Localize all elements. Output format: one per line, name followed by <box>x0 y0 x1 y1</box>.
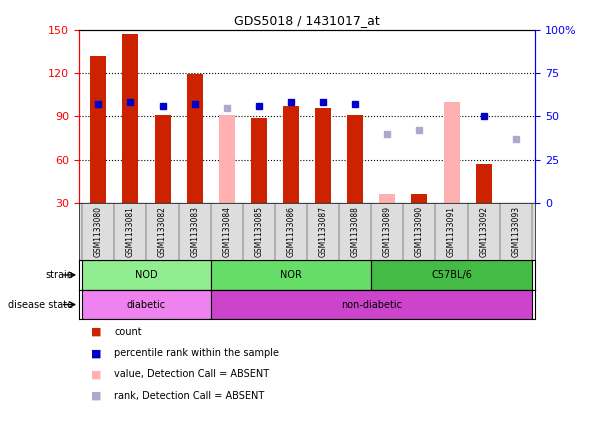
Text: rank, Detection Call = ABSENT: rank, Detection Call = ABSENT <box>114 390 264 401</box>
Text: GSM1133082: GSM1133082 <box>158 206 167 257</box>
Text: GSM1133080: GSM1133080 <box>94 206 103 257</box>
Bar <box>82 290 211 319</box>
Text: GSM1133084: GSM1133084 <box>223 206 231 257</box>
Text: C57BL/6: C57BL/6 <box>431 270 472 280</box>
Bar <box>475 164 492 203</box>
Text: ■: ■ <box>91 327 102 337</box>
Bar <box>90 55 106 203</box>
Bar <box>211 290 532 319</box>
Bar <box>412 195 427 203</box>
Text: non-diabetic: non-diabetic <box>340 299 402 310</box>
Bar <box>251 118 267 203</box>
Text: GSM1133093: GSM1133093 <box>511 206 520 257</box>
Text: NOD: NOD <box>135 270 158 280</box>
Text: ■: ■ <box>91 348 102 358</box>
Text: disease state: disease state <box>8 299 73 310</box>
Title: GDS5018 / 1431017_at: GDS5018 / 1431017_at <box>234 14 380 27</box>
Bar <box>211 260 371 290</box>
Bar <box>347 115 363 203</box>
Text: GSM1133081: GSM1133081 <box>126 206 135 257</box>
Text: GSM1133089: GSM1133089 <box>383 206 392 257</box>
Text: value, Detection Call = ABSENT: value, Detection Call = ABSENT <box>114 369 269 379</box>
Text: strain: strain <box>45 270 73 280</box>
Text: count: count <box>114 327 142 337</box>
Text: ■: ■ <box>91 369 102 379</box>
Bar <box>122 34 139 203</box>
Bar <box>219 115 235 203</box>
Text: GSM1133090: GSM1133090 <box>415 206 424 257</box>
Text: NOR: NOR <box>280 270 302 280</box>
Bar <box>82 260 211 290</box>
Bar <box>443 102 460 203</box>
Text: diabetic: diabetic <box>127 299 166 310</box>
Text: GSM1133086: GSM1133086 <box>286 206 295 257</box>
Bar <box>315 107 331 203</box>
Text: percentile rank within the sample: percentile rank within the sample <box>114 348 279 358</box>
Bar <box>154 115 171 203</box>
Bar <box>379 195 395 203</box>
Text: GSM1133092: GSM1133092 <box>479 206 488 257</box>
Text: GSM1133083: GSM1133083 <box>190 206 199 257</box>
Text: GSM1133085: GSM1133085 <box>254 206 263 257</box>
Bar <box>187 74 202 203</box>
Text: ■: ■ <box>91 390 102 401</box>
Bar <box>371 260 532 290</box>
Bar <box>283 106 299 203</box>
Text: GSM1133087: GSM1133087 <box>319 206 328 257</box>
Text: GSM1133088: GSM1133088 <box>351 206 360 257</box>
Bar <box>508 203 524 206</box>
Text: GSM1133091: GSM1133091 <box>447 206 456 257</box>
